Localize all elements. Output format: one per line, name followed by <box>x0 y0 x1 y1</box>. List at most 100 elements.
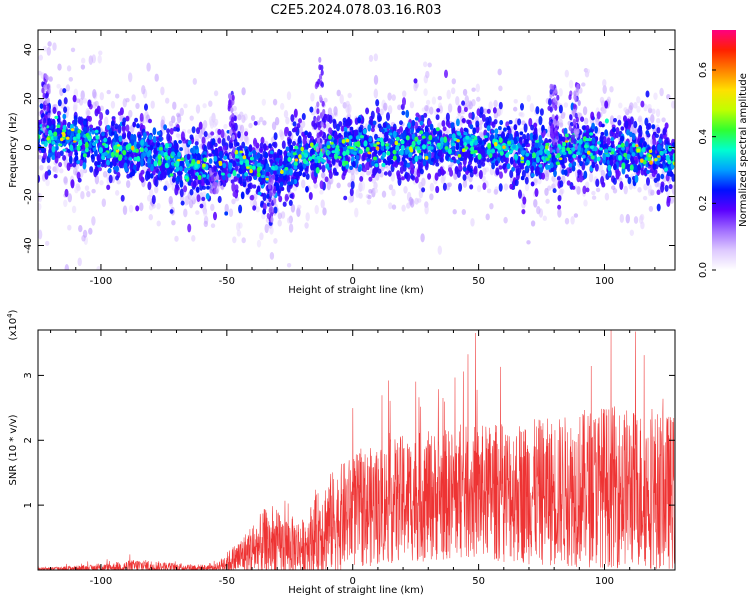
spectrogram-cell <box>200 178 205 187</box>
spectrogram-cell <box>485 116 490 126</box>
spectrogram-cell <box>244 172 249 177</box>
spectrogram-cell <box>414 136 419 142</box>
spectrogram-cell <box>450 122 455 129</box>
spectrogram-cell <box>138 172 143 182</box>
spectrogram-cell <box>75 98 81 104</box>
spectrogram-cell <box>134 152 139 157</box>
spectrogram-cell <box>529 102 535 113</box>
spectrogram-cell <box>665 141 670 145</box>
spectrogram-cell <box>604 192 610 201</box>
spectrogram-cell <box>67 193 73 203</box>
spectrogram-cell <box>344 160 349 165</box>
spectrogram-cell <box>347 182 352 188</box>
spectrogram-cell <box>110 131 115 136</box>
spectrogram-cell <box>387 92 392 101</box>
spectrogram-cell <box>344 131 348 136</box>
spectrogram-cell <box>401 176 405 181</box>
spectrogram-cell <box>447 103 453 113</box>
spectrogram-cell <box>671 142 675 148</box>
spectrogram-cell <box>127 142 132 150</box>
spectrogram-cell <box>419 168 424 175</box>
spectrogram-cell <box>656 189 661 196</box>
spectrogram-cell <box>116 179 121 185</box>
spectrogram-cell <box>377 123 382 129</box>
spectrogram-cell <box>381 162 386 168</box>
spectrogram-cell <box>371 176 377 184</box>
spectrogram-cell <box>429 193 434 201</box>
spectrogram-cell <box>424 104 429 112</box>
spectrogram-cell <box>44 171 49 180</box>
spectrogram-cell <box>237 130 241 139</box>
spectrogram-cell <box>507 140 512 145</box>
spectrogram-cell <box>183 103 188 109</box>
spectrogram-cell <box>41 157 46 164</box>
spectrogram-cell <box>89 124 94 129</box>
spectrogram-cell <box>38 54 43 61</box>
spectrogram-cell <box>636 96 641 104</box>
spectrogram-cell <box>647 157 652 162</box>
spectrogram-cell <box>213 155 218 162</box>
spectrogram-cell <box>526 94 531 102</box>
spectrogram-cell <box>223 155 228 160</box>
spectrogram-cell <box>195 104 201 114</box>
spectrogram-cell <box>457 132 462 136</box>
spectrogram-cell <box>236 229 242 237</box>
spectrogram-cell <box>355 154 360 160</box>
spectrogram-cell <box>203 211 208 217</box>
spectrogram-cell <box>405 135 410 141</box>
spectrogram-cell <box>401 110 406 116</box>
spectrogram-cell <box>304 167 309 172</box>
spectrogram-cell <box>288 199 293 206</box>
spectrogram-cell <box>422 158 427 167</box>
spectrogram-cell <box>601 181 606 188</box>
spectrogram-cell <box>543 169 549 175</box>
spectrogram-cell <box>247 183 252 189</box>
spectrogram-cell <box>640 100 645 108</box>
spectrogram-cell <box>109 161 113 169</box>
spectrogram-cell <box>564 217 570 225</box>
spectrogram-cell <box>39 98 44 104</box>
spectrogram-cell <box>352 160 356 168</box>
spectrogram-cell <box>419 130 424 135</box>
spectrogram-cell <box>580 116 585 122</box>
spectrogram-cell <box>69 144 74 151</box>
spectrogram-cell <box>469 168 473 173</box>
spectrogram-cell <box>285 146 290 152</box>
spectrogram-cell <box>493 188 498 195</box>
spectrogram-cell <box>638 215 644 225</box>
spectrogram-cell <box>416 168 421 178</box>
spectrogram-cell <box>53 131 58 137</box>
spectrogram-cell <box>498 137 503 144</box>
spectrogram-cell <box>167 183 172 188</box>
spectrogram-cell <box>97 167 102 172</box>
spectrogram-cell <box>417 135 422 141</box>
spectrogram-cell <box>74 186 79 194</box>
spectrogram-cell <box>430 157 435 162</box>
spectrogram-cell <box>643 103 648 112</box>
spectrogram-cell <box>252 149 257 155</box>
spectrogram-cell <box>545 157 550 161</box>
spectrogram-cell <box>579 160 583 167</box>
spectrogram-cell <box>541 172 546 180</box>
spectrogram-cell <box>367 124 372 132</box>
spectrogram-cell <box>429 182 435 192</box>
spectrogram-cell <box>648 205 654 212</box>
spectrogram-cell <box>141 85 146 95</box>
spectrogram-cell <box>53 174 58 179</box>
spectrogram-cell <box>482 182 487 190</box>
spectrogram-cell <box>568 154 572 160</box>
spectrogram-cell <box>62 119 67 127</box>
spectrogram-cell <box>239 159 244 165</box>
spectrogram-cell <box>106 184 111 191</box>
spectrogram-cell <box>539 166 544 173</box>
spectrogram-cell <box>158 137 163 141</box>
spectrogram-cell <box>92 88 97 99</box>
spectrogram-cell <box>123 162 128 171</box>
spectrogram-cell <box>180 131 185 141</box>
spectrogram-cell <box>388 184 394 191</box>
spectrogram-cell <box>131 168 136 177</box>
spectrogram-cell <box>140 158 144 167</box>
spectrogram-cell <box>671 100 675 109</box>
spectrogram-cell <box>466 151 470 158</box>
spectrogram-cell <box>55 145 59 151</box>
